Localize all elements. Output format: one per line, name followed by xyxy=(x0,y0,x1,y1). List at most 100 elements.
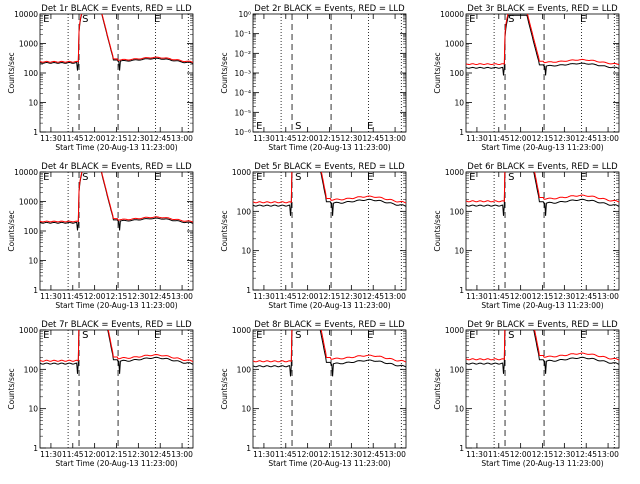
y-tick-label: 10 xyxy=(241,247,251,256)
event-marker-S: S xyxy=(508,172,514,183)
y-tick-label: 100 xyxy=(24,365,39,374)
y-tick-label: 10000 xyxy=(440,10,464,19)
series-line-events xyxy=(40,14,193,71)
y-axis-label: Counts/sec xyxy=(220,210,229,251)
x-tick-label: 12:30 xyxy=(341,134,363,143)
event-marker-E: E xyxy=(43,330,49,341)
y-tick-label: 10⁻⁶ xyxy=(234,128,251,137)
y-tick-label: 1000 xyxy=(19,40,38,49)
x-tick-label: 12:00 xyxy=(84,450,106,459)
x-tick-label: 12:30 xyxy=(554,450,576,459)
y-tick-label: 100 xyxy=(450,365,465,374)
x-tick-label: 11:30 xyxy=(466,450,488,459)
chart-panel-6: Det 6r BLACK = Events, RED = LLD 1 10 100 10… xyxy=(433,162,620,310)
y-tick-label: 10 xyxy=(454,99,464,108)
y-tick-label: 100 xyxy=(450,69,465,78)
y-tick-label: 1 xyxy=(459,444,464,453)
chart-panel-7: Det 7r BLACK = Events, RED = LLD 1 10 100 10… xyxy=(7,320,194,468)
y-tick-label: 10 xyxy=(28,257,38,266)
plot-area xyxy=(466,172,619,216)
x-tick-label: 13:00 xyxy=(384,292,406,301)
event-marker-S: S xyxy=(82,14,88,25)
x-tick-label: 11:30 xyxy=(253,292,275,301)
x-tick-label: 12:30 xyxy=(128,292,150,301)
y-tick-label: 10 xyxy=(28,99,38,108)
chart-title: Det 1r BLACK = Events, RED = LLD xyxy=(41,4,192,14)
chart-panel-1: Det 1r BLACK = Events, RED = LLD 1 10 100 10… xyxy=(7,4,194,152)
y-axis-label: Counts/sec xyxy=(220,52,229,93)
x-axis-label: Start Time (20-Aug-13 11:23:00) xyxy=(481,143,603,152)
x-tick-label: 12:30 xyxy=(554,292,576,301)
x-tick-label: 11:30 xyxy=(466,292,488,301)
x-tick-label: 12:00 xyxy=(510,292,532,301)
x-tick-label: 12:45 xyxy=(575,292,597,301)
event-marker-S: S xyxy=(295,121,301,132)
x-tick-label: 12:15 xyxy=(106,450,128,459)
series-line-events xyxy=(40,330,193,374)
x-tick-label: 12:00 xyxy=(510,134,532,143)
y-tick-label: 1 xyxy=(246,444,251,453)
chart-title: Det 6r BLACK = Events, RED = LLD xyxy=(467,162,618,172)
y-tick-label: 1000 xyxy=(232,168,251,177)
y-tick-label: 1 xyxy=(33,286,38,295)
plot-frame xyxy=(39,329,194,449)
x-axis-label: Start Time (20-Aug-13 11:23:00) xyxy=(268,143,390,152)
x-axis-label: Start Time (20-Aug-13 11:23:00) xyxy=(55,301,177,310)
y-tick-label: 1000 xyxy=(232,326,251,335)
chart-title: Det 2r BLACK = Events, RED = LLD xyxy=(254,4,405,14)
plot-area xyxy=(466,330,619,374)
y-tick-label: 1 xyxy=(459,286,464,295)
plot-frame xyxy=(465,171,620,291)
event-marker-S: S xyxy=(508,14,514,25)
event-marker-E: E xyxy=(580,330,586,341)
x-tick-label: 12:45 xyxy=(362,450,384,459)
event-marker-S: S xyxy=(82,330,88,341)
x-tick-label: 11:45 xyxy=(275,450,297,459)
x-tick-label: 11:45 xyxy=(275,134,297,143)
y-axis-label: Counts/sec xyxy=(433,52,442,93)
plot-area xyxy=(40,172,193,231)
event-marker-S: S xyxy=(508,330,514,341)
x-tick-label: 11:45 xyxy=(275,292,297,301)
series-line-lld xyxy=(466,172,619,203)
series-line-events xyxy=(253,172,406,216)
y-tick-label: 1000 xyxy=(19,326,38,335)
plot-frame xyxy=(252,171,407,291)
x-tick-label: 12:15 xyxy=(106,292,128,301)
x-tick-label: 11:45 xyxy=(62,450,84,459)
plot-area xyxy=(466,14,619,76)
y-axis-label: Counts/sec xyxy=(7,52,16,93)
chart-panel-9: Det 9r BLACK = Events, RED = LLD 1 10 100 10… xyxy=(433,320,620,468)
y-tick-label: 10 xyxy=(454,247,464,256)
y-tick-label: 1 xyxy=(459,128,464,137)
x-tick-label: 13:00 xyxy=(171,292,193,301)
event-marker-S: S xyxy=(295,330,301,341)
series-line-events xyxy=(466,14,619,76)
y-tick-label: 10 xyxy=(454,405,464,414)
event-marker-E: E xyxy=(469,330,475,341)
chart-panel-2: Det 2r BLACK = Events, RED = LLD 10⁻⁶ 10⁻⁵… xyxy=(220,4,407,152)
x-tick-label: 12:00 xyxy=(297,450,319,459)
chart-title: Det 3r BLACK = Events, RED = LLD xyxy=(467,4,618,14)
x-tick-label: 12:45 xyxy=(362,292,384,301)
y-tick-label: 10000 xyxy=(14,168,38,177)
y-tick-label: 1 xyxy=(33,128,38,137)
y-tick-label: 1 xyxy=(33,444,38,453)
chart-title: Det 9r BLACK = Events, RED = LLD xyxy=(467,320,618,330)
x-tick-label: 11:30 xyxy=(40,292,62,301)
chart-title: Det 8r BLACK = Events, RED = LLD xyxy=(254,320,405,330)
y-axis-label: Counts/sec xyxy=(433,368,442,409)
x-tick-label: 11:45 xyxy=(488,450,510,459)
x-tick-label: 12:00 xyxy=(297,292,319,301)
x-tick-label: 12:30 xyxy=(554,134,576,143)
y-tick-label: 10 xyxy=(28,405,38,414)
y-tick-label: 10⁰ xyxy=(238,10,251,19)
x-axis-label: Start Time (20-Aug-13 11:23:00) xyxy=(481,301,603,310)
x-axis-label: Start Time (20-Aug-13 11:23:00) xyxy=(268,301,390,310)
x-tick-label: 12:30 xyxy=(128,134,150,143)
event-marker-E: E xyxy=(256,121,262,132)
x-axis-label: Start Time (20-Aug-13 11:23:00) xyxy=(268,459,390,468)
event-marker-E: E xyxy=(43,172,49,183)
y-tick-label: 100 xyxy=(24,69,39,78)
